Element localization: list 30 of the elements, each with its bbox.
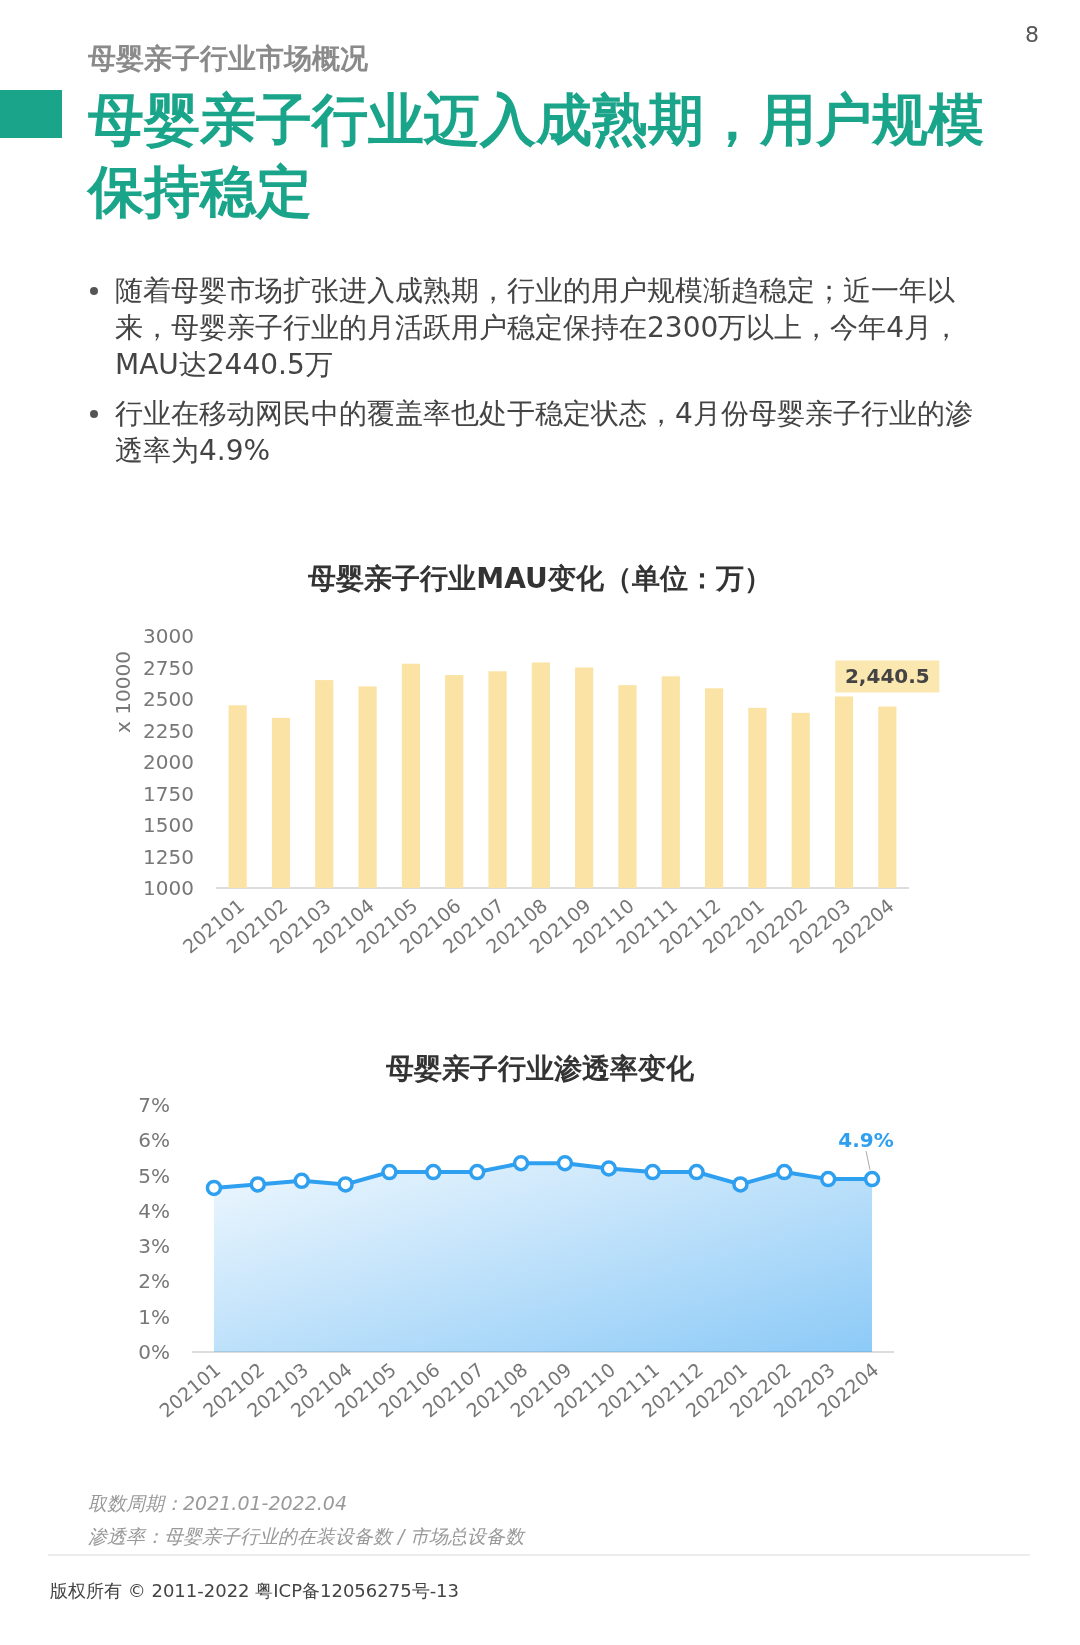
text: 8 (1025, 22, 1039, 47)
y-tick-label: 2750 (143, 655, 194, 680)
text: 版权所有 © 2011-2022 粤ICP备12056275号-13 (50, 1580, 460, 1601)
y-tick-label: 5% (138, 1163, 170, 1188)
y-tick-label: 1250 (143, 844, 194, 869)
y-tick-label: 4% (138, 1198, 170, 1223)
chart-title: 母婴亲子行业渗透率变化 (385, 1052, 695, 1085)
y-axis-title: x 10000 (111, 651, 135, 733)
y-tick-label: 2000 (143, 750, 194, 774)
y-tick-label: 1500 (143, 813, 194, 837)
y-tick-label: 6% (138, 1128, 170, 1153)
y-tick-label: 3000 (143, 624, 194, 648)
text: 随着母婴市场扩张进入成熟期，行业的用户规模渐趋稳定；近一年以来，母婴亲子行业的月活跃用户稳定保持在2300万以上，今年4月，MAU达2440.5万 (115, 273, 962, 383)
y-tick-label: 1750 (143, 781, 194, 806)
y-tick-label: 2250 (143, 718, 194, 743)
y-tick-label: 2500 (143, 687, 194, 711)
data-label: 2,440.5 (844, 664, 930, 689)
y-tick-label: 2% (138, 1269, 170, 1294)
text: 行业在移动网民中的覆盖率也处于稳定状态，4月份母婴亲子行业的渗透率为4.9% (115, 396, 974, 469)
text: 母婴亲子行业市场概况 (88, 41, 368, 77)
y-tick-label: 1% (138, 1304, 170, 1329)
text: 渗透率：母婴亲子行业的在装设备数 / 市场总设备数 (88, 1525, 527, 1547)
y-tick-label: 7% (138, 1093, 170, 1117)
text: 母婴亲子行业迈入成熟期，用户规模保持稳定 (88, 86, 985, 226)
y-tick-label: 3% (138, 1234, 170, 1259)
y-tick-label: 1000 (143, 876, 194, 900)
text: 取数周期：2021.01-2022.04 (88, 1492, 347, 1514)
chart-title: 母婴亲子行业MAU变化（单位：万） (307, 562, 772, 595)
data-label: 4.9% (838, 1128, 894, 1153)
y-tick-label: 0% (138, 1340, 170, 1364)
